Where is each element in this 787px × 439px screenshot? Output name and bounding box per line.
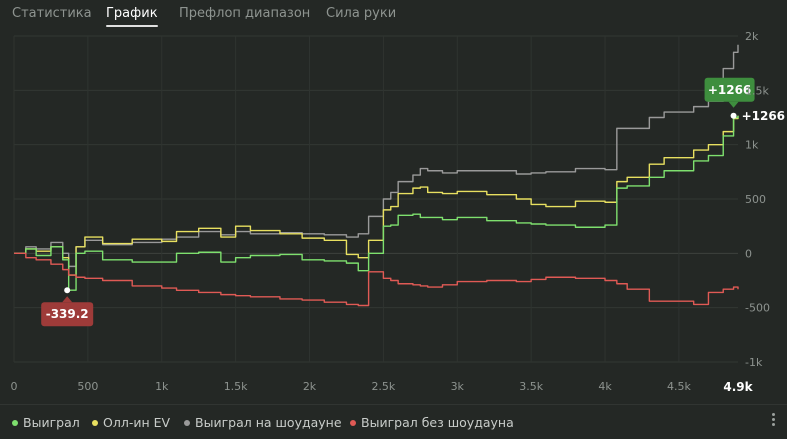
max-point	[730, 112, 737, 119]
x-end-label: 4.9k	[723, 380, 753, 394]
y-tick-label: 1k	[745, 139, 759, 152]
more-options-icon[interactable]	[766, 411, 780, 431]
legend-item-won[interactable]: Выиграл	[12, 415, 80, 430]
min-badge-pointer	[62, 296, 73, 303]
series-line	[14, 44, 739, 268]
x-tick-label: 4.5k	[667, 380, 691, 393]
x-tick-label: 1.5k	[224, 380, 248, 393]
y-tick-label: -500	[745, 302, 770, 315]
x-tick-label: 500	[77, 380, 98, 393]
tab-chart[interactable]: График	[106, 6, 158, 27]
legend-item-showdown[interactable]: Выиграл на шоудауне	[184, 415, 342, 430]
series-line	[14, 115, 739, 291]
chart-axis-labels: 2k 1.5k 1k 500 0 -500 -1k 0 500 1k 1.5k 2k 2.5k 3k 3.5…	[11, 30, 770, 394]
chart-legend: Выиграл Олл-ин EV Выиграл на шоудауне Вы…	[0, 404, 787, 437]
legend-label-non-showdown: Выиграл без шоудауна	[361, 415, 514, 430]
tab-chart-label: График	[106, 6, 158, 21]
tab-preflop-range[interactable]: Префлоп диапазон	[179, 6, 310, 21]
x-tick-label: 2k	[303, 380, 317, 393]
end-value-label: +1266	[742, 109, 785, 123]
legend-dot-won	[12, 419, 18, 426]
tab-statistics-label: Статистика	[12, 6, 92, 21]
y-tick-label: 500	[745, 193, 766, 206]
tab-bar: Статистика График Префлоп диапазон Сила …	[0, 0, 787, 32]
chart-series	[14, 44, 739, 307]
legend-label-won: Выиграл	[23, 415, 80, 430]
tab-hand-strength[interactable]: Сила руки	[326, 6, 396, 21]
legend-dot-allin-ev	[92, 419, 98, 426]
legend-dot-showdown	[184, 419, 190, 426]
x-tick-label: 4k	[598, 380, 612, 393]
y-tick-label: 2k	[745, 30, 759, 43]
chart-grid	[13, 35, 738, 363]
max-badge	[704, 77, 755, 102]
series-line	[14, 115, 739, 276]
x-tick-label: 2.5k	[371, 380, 395, 393]
tab-preflop-range-label: Префлоп диапазон	[179, 6, 311, 21]
tab-statistics[interactable]: Статистика	[12, 6, 92, 21]
y-tick-label: 0	[745, 247, 752, 260]
series-line	[14, 252, 739, 307]
y-tick-label: -1k	[745, 356, 763, 369]
chart-annotations: +1266 +1266 -339.2	[41, 77, 785, 327]
winnings-chart[interactable]: +1266 +1266 -339.2 2k 1.5k 1k 500 0 -500 -1k 0 500…	[0, 30, 787, 404]
max-badge-pointer	[728, 101, 739, 108]
legend-dot-non-showdown	[350, 419, 356, 426]
x-tick-label: 3.5k	[519, 380, 543, 393]
min-badge	[41, 302, 94, 327]
tab-hand-strength-label: Сила руки	[326, 6, 397, 21]
legend-item-allin-ev[interactable]: Олл-ин EV	[92, 415, 170, 430]
min-point	[64, 287, 71, 294]
active-tab-indicator	[106, 25, 158, 27]
x-tick-label: 0	[11, 380, 18, 393]
legend-label-allin-ev: Олл-ин EV	[103, 415, 171, 430]
x-tick-label: 1k	[155, 380, 169, 393]
legend-item-non-showdown[interactable]: Выиграл без шоудауна	[350, 415, 514, 430]
legend-label-showdown: Выиграл на шоудауне	[195, 415, 342, 430]
y-tick-label: 1.5k	[745, 84, 769, 97]
min-value-label: -339.2	[46, 307, 89, 321]
x-tick-label: 3k	[451, 380, 465, 393]
max-value-label: +1266	[708, 83, 751, 97]
